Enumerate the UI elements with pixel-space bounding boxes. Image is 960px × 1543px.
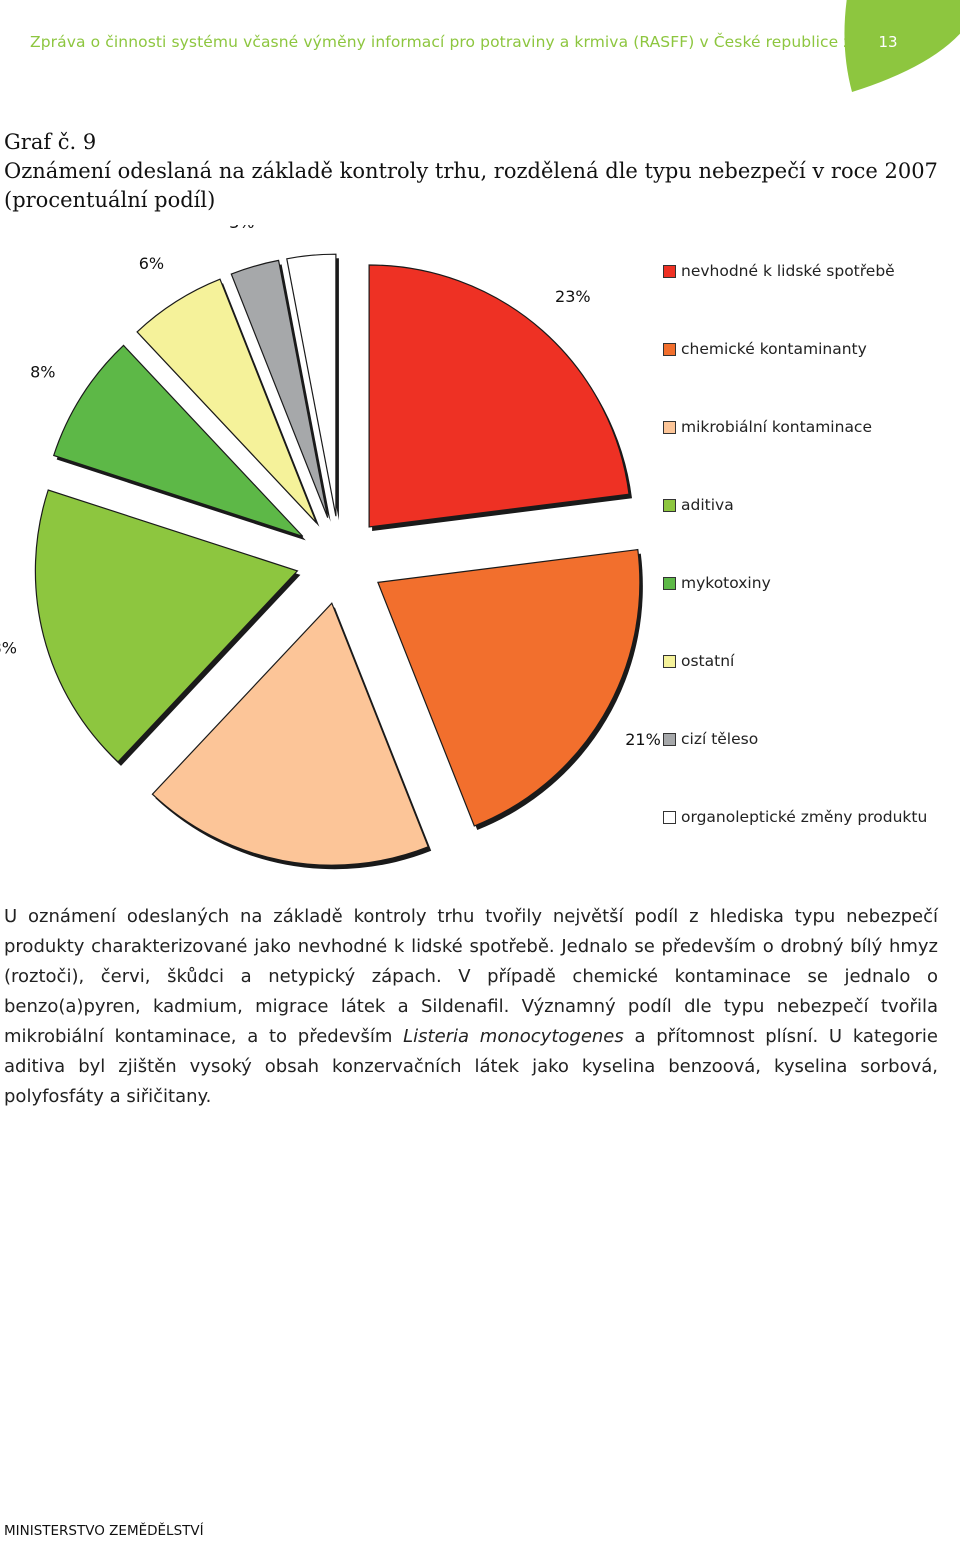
pie-slice-organolepticke-zmeny-produktu <box>286 253 337 517</box>
legend-label: nevhodné k lidské spotřebě <box>681 262 895 280</box>
body-text-end: a přítomnost plísní. U kategorie aditiva… <box>4 1026 939 1107</box>
legend-item-organolepticke-zmeny-produktu: organoleptické změny produktu <box>663 808 927 826</box>
body-text-species: Listeria monocytogenes <box>403 1026 624 1047</box>
legend-label: mikrobiální kontaminace <box>681 418 872 436</box>
legend-item-chemicke-kontaminanty: chemické kontaminanty <box>663 340 867 358</box>
pie-value-label-cizi-teleso: 3% <box>229 225 254 232</box>
pie-value-label-mykotoxiny: 8% <box>30 362 55 381</box>
pie-slice-nevhodne-k-lidske-spotrebe <box>368 264 630 528</box>
legend-swatch <box>663 264 676 278</box>
pie-value-label-chemicke-kontaminanty: 21% <box>625 730 661 749</box>
legend-label: cizí těleso <box>681 730 759 748</box>
legend-label: aditiva <box>681 496 734 514</box>
legend-item-mykotoxiny: mykotoxiny <box>663 574 771 592</box>
legend-label: ostatní <box>681 652 735 670</box>
pie-chart: 23%21%18%18%8%6%3%3% <box>0 225 661 870</box>
pie-value-label-nevhodne-k-lidske-spotrebe: 23% <box>555 287 591 306</box>
footer-ministry: MINISTERSTVO ZEMĚDĚLSTVÍ <box>4 1523 204 1539</box>
pie-slice-group <box>34 253 641 866</box>
body-text-start: U oznámení odeslaných na základě kontrol… <box>4 906 938 1047</box>
legend-swatch <box>663 810 676 824</box>
legend-item-mikrobialni-kontaminace: mikrobiální kontaminace <box>663 418 872 436</box>
pie-value-label-ostatni: 6% <box>139 254 164 273</box>
legend-label: chemické kontaminanty <box>681 340 867 358</box>
figure-number: Graf č. 9 <box>4 130 97 154</box>
legend-swatch <box>663 342 676 356</box>
figure-title: Oznámení odeslaná na základě kontroly tr… <box>4 159 938 212</box>
pie-label-group: 23%21%18%18%8%6%3%3% <box>0 225 661 749</box>
legend-label: mykotoxiny <box>681 574 771 592</box>
legend-label: organoleptické změny produktu <box>681 808 928 826</box>
running-title: Zpráva o činnosti systému včasné výměny … <box>30 33 936 51</box>
pie-value-label-aditiva: 18% <box>0 639 17 658</box>
legend-item-nevhodne-k-lidske-spotrebe: nevhodné k lidské spotřebě <box>663 262 895 280</box>
pie-slice-ostatni <box>136 278 317 524</box>
pie-slice-chemicke-kontaminanty <box>377 548 641 827</box>
page-number: 13 <box>878 33 898 51</box>
legend-item-ostatni: ostatní <box>663 652 734 670</box>
legend-swatch <box>663 420 676 434</box>
pie-slice-mykotoxiny <box>52 344 304 537</box>
pie-slice-cizi-teleso <box>230 259 329 518</box>
legend-swatch <box>663 654 676 668</box>
pie-slice-aditiva <box>34 489 299 763</box>
page-corner-shape <box>844 0 960 92</box>
legend-item-aditiva: aditiva <box>663 496 734 514</box>
body-paragraph: U oznámení odeslaných na základě kontrol… <box>4 902 938 1112</box>
legend-swatch <box>663 498 676 512</box>
pie-slice-mikrobialni-kontaminace <box>151 602 429 866</box>
legend-item-cizi-teleso: cizí těleso <box>663 730 758 748</box>
legend-swatch <box>663 732 676 746</box>
legend-swatch <box>663 576 676 590</box>
